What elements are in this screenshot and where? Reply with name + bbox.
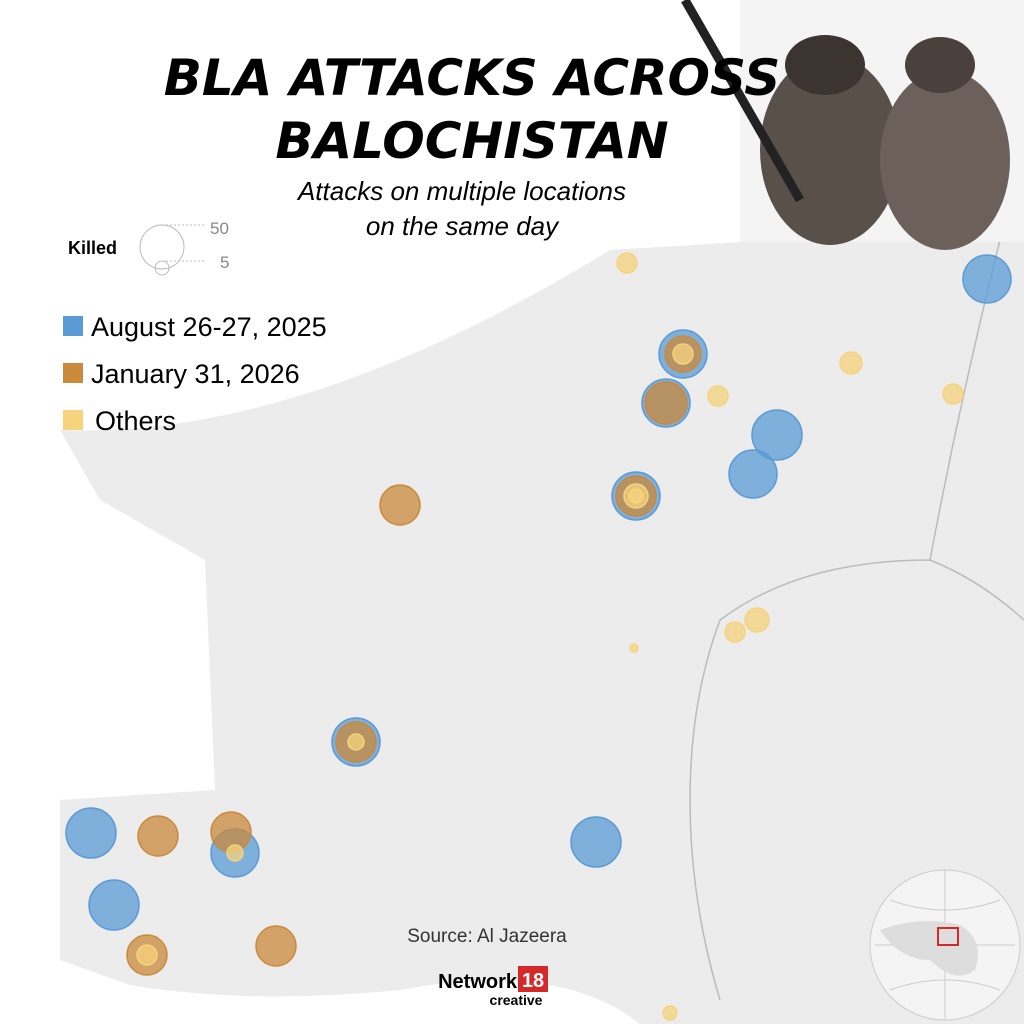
attack-marker — [942, 383, 964, 405]
attack-marker — [379, 484, 421, 526]
title: BALOCHISTAN — [275, 112, 668, 170]
source: Source: Al Jazeera — [407, 926, 567, 947]
brand-number: 18 — [522, 970, 544, 992]
attack-marker — [255, 925, 297, 967]
attack-marker — [347, 733, 365, 751]
attack-marker — [728, 449, 778, 499]
brand-box — [518, 966, 548, 992]
attack-marker — [226, 844, 244, 862]
attack-marker — [137, 815, 179, 857]
attack-marker — [962, 254, 1012, 304]
attack-marker — [65, 807, 117, 859]
border — [929, 559, 1024, 621]
attack-marker — [662, 1005, 678, 1021]
legend-label: Others — [95, 406, 176, 436]
attack-marker — [629, 643, 639, 653]
attack-marker — [628, 488, 644, 504]
attack-marker — [570, 816, 622, 868]
legend-label: August 26-27, 2025 — [91, 312, 327, 342]
photo — [681, 0, 1024, 250]
size-legend-value: 5 — [220, 253, 229, 272]
globe — [869, 869, 1021, 1021]
attack-marker — [744, 607, 770, 633]
attack-marker — [724, 621, 746, 643]
legend-swatch — [63, 316, 83, 336]
size-legend-value: 50 — [210, 219, 229, 238]
attack-marker — [839, 351, 863, 375]
border — [689, 239, 1001, 1001]
subtitle: on the same day — [366, 211, 560, 241]
attack-marker — [616, 252, 638, 274]
attack-marker — [88, 879, 140, 931]
attack-marker — [136, 944, 158, 966]
legend-swatch — [63, 363, 83, 383]
attack-marker — [644, 381, 688, 425]
attack-marker — [707, 385, 729, 407]
subtitle: Attacks on multiple locations — [296, 176, 626, 206]
brand-sub: creative — [490, 992, 543, 1008]
legend-label: January 31, 2026 — [91, 359, 300, 389]
attack-marker — [751, 409, 803, 461]
legend-swatch — [63, 410, 83, 430]
attack-marker — [672, 343, 694, 365]
title: BLA ATTACKS ACROSS — [164, 49, 781, 107]
brand-name: Network — [438, 971, 518, 993]
size-legend-label: Killed — [68, 238, 117, 258]
